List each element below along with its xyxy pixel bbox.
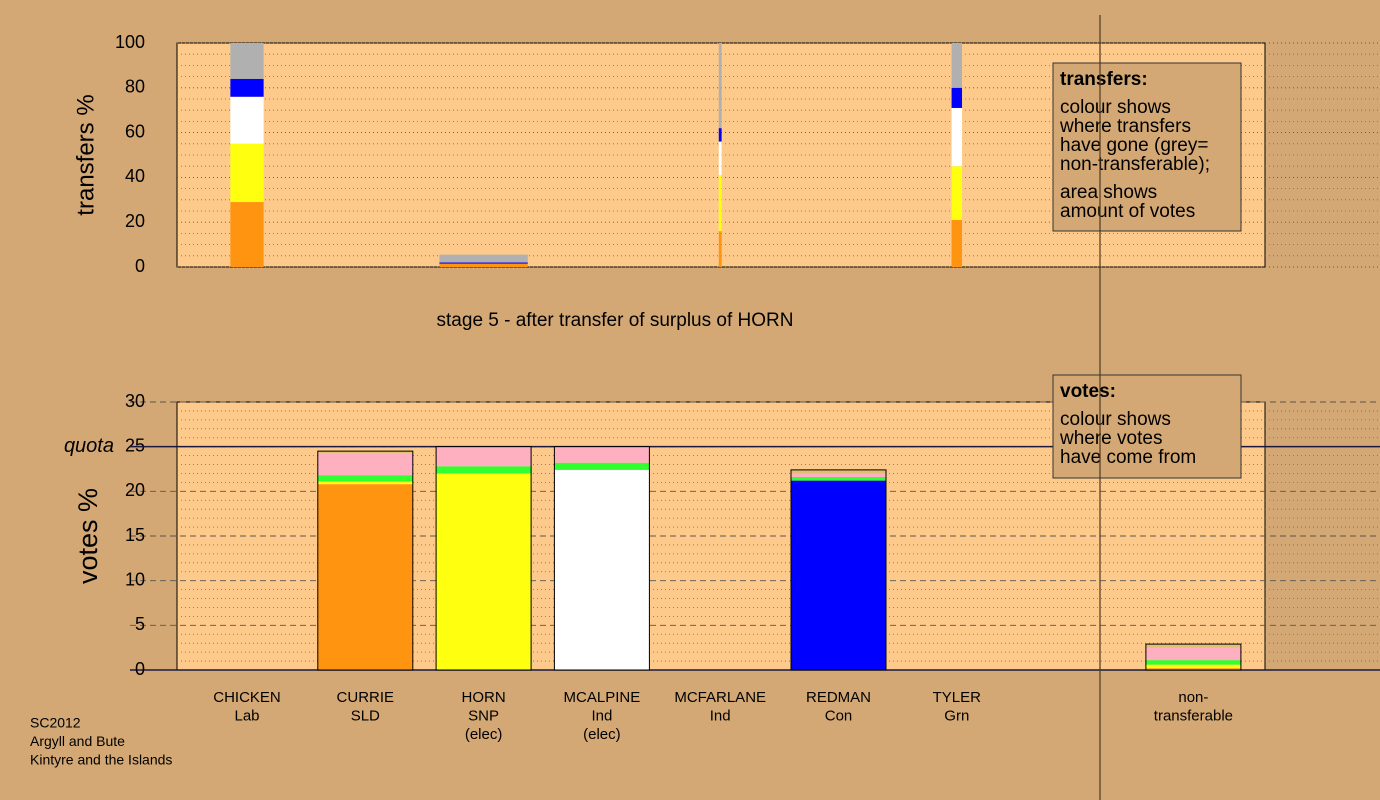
x-tick-label: Con: [825, 707, 853, 724]
bar-segment: [230, 143, 264, 203]
legend-text: colour shows: [1060, 409, 1171, 430]
bar-outline: [317, 450, 414, 671]
bar-segment: [1145, 647, 1241, 661]
x-tick-label: MCALPINE: [564, 689, 641, 706]
x-tick-label: HORN: [462, 689, 506, 706]
bar-segment: [554, 462, 650, 470]
bar-segment: [718, 128, 722, 142]
bar-segment: [317, 475, 413, 482]
x-tick-label: (elec): [583, 726, 621, 743]
x-tick-label: Ind: [710, 707, 731, 724]
legend-text: non-transferable);: [1060, 154, 1210, 175]
bar-segment: [951, 87, 963, 108]
bar-segment: [718, 141, 722, 176]
x-tick-label: Grn: [944, 707, 969, 724]
y-tick-label: 80: [125, 77, 145, 97]
y-tick-label: 30: [125, 391, 145, 411]
bar-segment: [951, 43, 963, 88]
x-tick-label: TYLER: [933, 689, 982, 706]
x-tick-label: Ind: [591, 707, 612, 724]
bar-outline: [435, 446, 532, 671]
legend-text: where transfers: [1059, 116, 1191, 137]
bar-segment: [718, 175, 722, 232]
bar-segment: [230, 78, 264, 97]
bar-segment: [230, 96, 264, 144]
bar-segment: [317, 484, 413, 670]
bar-segment: [436, 473, 532, 670]
bar-segment: [1145, 668, 1241, 670]
x-tick-label: non-: [1178, 689, 1208, 706]
bar-segment: [439, 254, 528, 263]
bar-segment: [791, 477, 886, 481]
bar-segment: [554, 469, 650, 670]
footer-text: Argyll and Bute: [30, 733, 125, 749]
bar-segment: [951, 107, 963, 167]
legend-title: transfers:: [1060, 69, 1148, 90]
legend-box: [1052, 374, 1242, 479]
x-tick-label: SNP: [468, 707, 499, 724]
bar-segment: [230, 202, 264, 267]
bar-segment: [1145, 664, 1241, 669]
x-tick-label: Lab: [234, 707, 259, 724]
y-tick-label: 100: [115, 32, 145, 52]
bar-segment: [230, 43, 264, 79]
y-axis-label: transfers %: [72, 94, 99, 215]
x-tick-label: MCFARLANE: [674, 689, 766, 706]
bar-segment: [317, 452, 413, 476]
y-tick-label: 15: [125, 525, 145, 545]
y-tick-label: 20: [125, 480, 145, 500]
legend-text: have gone (grey=: [1060, 135, 1208, 156]
bar-segment: [951, 166, 963, 220]
footer-text: SC2012: [30, 715, 81, 731]
x-tick-label: (elec): [465, 726, 503, 743]
y-tick-label: 0: [135, 256, 145, 276]
legend-text: colour shows: [1060, 97, 1171, 118]
bar-segment: [718, 231, 722, 267]
y-axis-label: votes %: [73, 488, 103, 584]
caption: stage 5 - after transfer of surplus of H…: [437, 310, 794, 331]
x-tick-label: SLD: [351, 707, 380, 724]
bar-segment: [317, 451, 413, 453]
bar-segment: [1145, 660, 1241, 665]
bar-segment: [436, 446, 532, 467]
bar-outline: [553, 446, 650, 671]
bar-segment: [718, 43, 722, 129]
footer-text: Kintyre and the Islands: [30, 752, 172, 768]
y-tick-label: 40: [125, 166, 145, 186]
bar-segment: [439, 262, 528, 264]
bar-segment: [1145, 644, 1241, 648]
x-tick-label: REDMAN: [806, 689, 871, 706]
bar-segment: [791, 469, 886, 474]
y-tick-label: 0: [135, 659, 145, 679]
legend-box: [1052, 62, 1242, 232]
bar-segment: [951, 219, 963, 267]
legend-title: votes:: [1060, 381, 1116, 402]
y-tick-label: 20: [125, 211, 145, 231]
x-tick-label: CHICKEN: [213, 689, 281, 706]
bar-segment: [317, 481, 413, 485]
legend-text: amount of votes: [1060, 201, 1195, 222]
y-tick-label: 60: [125, 121, 145, 141]
bar-segment: [791, 480, 886, 670]
legend-text: where votes: [1059, 428, 1162, 449]
bar-outline: [1145, 643, 1242, 671]
bar-segment: [436, 466, 532, 474]
y-tick-label: 10: [125, 569, 145, 589]
legend-text: area shows: [1060, 182, 1157, 203]
bar-segment: [791, 473, 886, 478]
quota-label: quota: [64, 435, 114, 457]
legend-text: have come from: [1060, 447, 1196, 468]
x-tick-label: transferable: [1154, 707, 1233, 724]
bar-segment: [554, 446, 650, 463]
x-tick-label: CURRIE: [337, 689, 395, 706]
bar-outline: [790, 469, 887, 671]
y-tick-label: 5: [135, 614, 145, 634]
y-tick-label: 25: [125, 435, 145, 455]
bar-segment: [439, 263, 528, 267]
